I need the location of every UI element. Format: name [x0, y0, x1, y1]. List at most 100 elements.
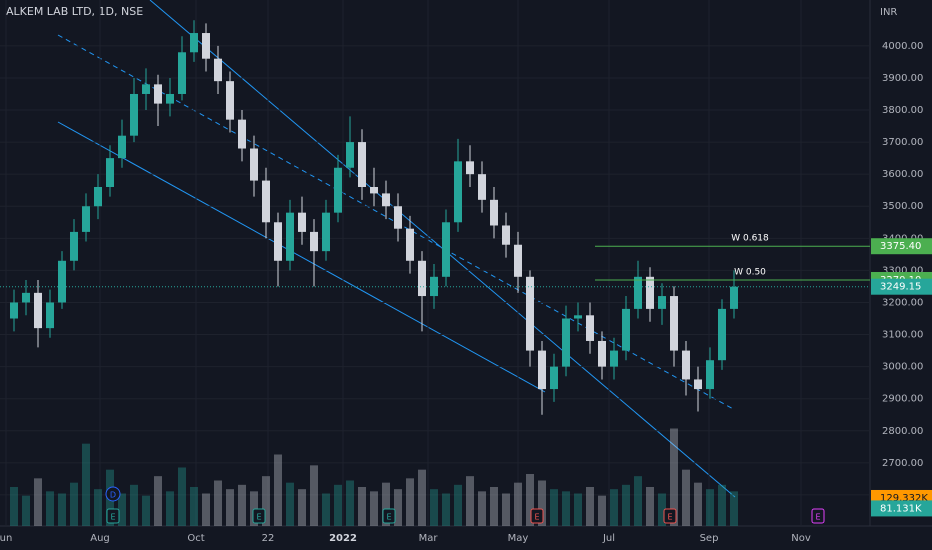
volume-bar — [574, 493, 582, 526]
volume-bar — [658, 493, 666, 526]
candle-body — [334, 167, 342, 213]
candle-body — [286, 212, 294, 261]
candle-body — [214, 58, 222, 82]
volume-bar — [646, 487, 654, 526]
volume-bar — [478, 491, 486, 526]
volume-bar — [46, 491, 54, 526]
volume-bar — [394, 489, 402, 526]
y-tick-label: 4000.00 — [882, 41, 923, 52]
volume-bar — [190, 487, 198, 526]
candle-body — [298, 212, 306, 232]
volume-bar — [682, 469, 690, 526]
volume-bar — [226, 489, 234, 526]
volume-bar — [586, 487, 594, 526]
level-tag — [871, 238, 932, 255]
candle-body — [154, 84, 162, 104]
candle-body — [178, 52, 186, 94]
event-marker — [252, 508, 266, 524]
y-tick-label: 3500.00 — [882, 201, 923, 212]
volume-bar — [202, 493, 210, 526]
volume-bar — [550, 489, 558, 526]
candle-body — [226, 81, 234, 120]
x-tick-label: Aug — [90, 533, 110, 544]
y-tick-label: 3200.00 — [882, 297, 923, 308]
candle-body — [718, 308, 726, 361]
volume-bar — [346, 480, 354, 526]
volume-bar — [670, 428, 678, 526]
event-marker — [530, 508, 544, 524]
candle-body — [22, 292, 30, 303]
candle-body — [142, 84, 150, 94]
y-tick-label: 2900.00 — [882, 394, 923, 405]
event-marker-label: D — [110, 491, 116, 500]
volume-bar — [10, 487, 18, 526]
x-tick-label: Sep — [700, 533, 719, 544]
candle-body — [70, 231, 78, 261]
volume-bar — [58, 493, 66, 526]
volume-bar — [286, 482, 294, 526]
candle-body — [94, 187, 102, 207]
volume-bar — [118, 493, 126, 526]
volume-bar — [298, 489, 306, 526]
y-tick-label: 3800.00 — [882, 105, 923, 116]
volume-ma-label: 129.332K — [880, 493, 928, 504]
volume-bar — [622, 484, 630, 526]
event-marker — [105, 486, 121, 502]
volume-bar — [490, 487, 498, 526]
volume-bar — [418, 469, 426, 526]
candle-body — [682, 350, 690, 380]
candle-body — [58, 260, 66, 303]
event-marker-label: E — [815, 513, 820, 522]
event-marker — [106, 508, 120, 524]
event-marker-label: E — [110, 513, 115, 522]
volume-bar — [730, 491, 738, 526]
candle-body — [418, 260, 426, 297]
x-tick-label: May — [508, 533, 529, 544]
volume-bar — [94, 489, 102, 526]
y-tick-label: 3700.00 — [882, 137, 923, 148]
candle-body — [370, 187, 378, 194]
volume-bar — [406, 478, 414, 526]
candle-body — [250, 148, 258, 181]
candle-body — [358, 142, 366, 187]
event-marker — [382, 508, 396, 524]
volume-bar — [538, 480, 546, 526]
volume-bar — [322, 493, 330, 526]
candle-body — [82, 206, 90, 232]
event-marker-label: E — [386, 513, 391, 522]
candle-body — [382, 193, 390, 207]
x-tick-label: Nov — [791, 533, 811, 544]
candle-body — [646, 276, 654, 309]
volume-bar — [238, 484, 246, 526]
x-tick-label: 2022 — [329, 533, 357, 544]
candle-body — [166, 93, 174, 104]
candle-body — [526, 276, 534, 351]
volume-bar — [526, 474, 534, 526]
x-tick-label: un — [0, 533, 12, 544]
event-marker-label: E — [667, 513, 672, 522]
candle-body — [550, 366, 558, 390]
level-name: W 0.50 — [734, 267, 766, 277]
candle-body — [106, 158, 114, 187]
last-price-label: 3249.15 — [880, 282, 921, 293]
candle-body — [634, 276, 642, 309]
candle-body — [598, 340, 606, 367]
last-volume-tag — [871, 500, 932, 517]
candle-body — [610, 350, 618, 367]
candle-body — [694, 379, 702, 390]
candle-body — [190, 33, 198, 53]
volume-bar — [598, 495, 606, 526]
candle-body — [538, 350, 546, 390]
volume-bar — [142, 495, 150, 526]
x-tick-label: Jul — [602, 533, 615, 544]
volume-bar — [310, 465, 318, 526]
candle-body — [238, 119, 246, 149]
candle-body — [430, 276, 438, 297]
y-tick-label: 3600.00 — [882, 169, 923, 180]
candle-body — [562, 318, 570, 367]
volume-bar — [370, 491, 378, 526]
candle-body — [274, 222, 282, 261]
event-marker-label: E — [534, 513, 539, 522]
